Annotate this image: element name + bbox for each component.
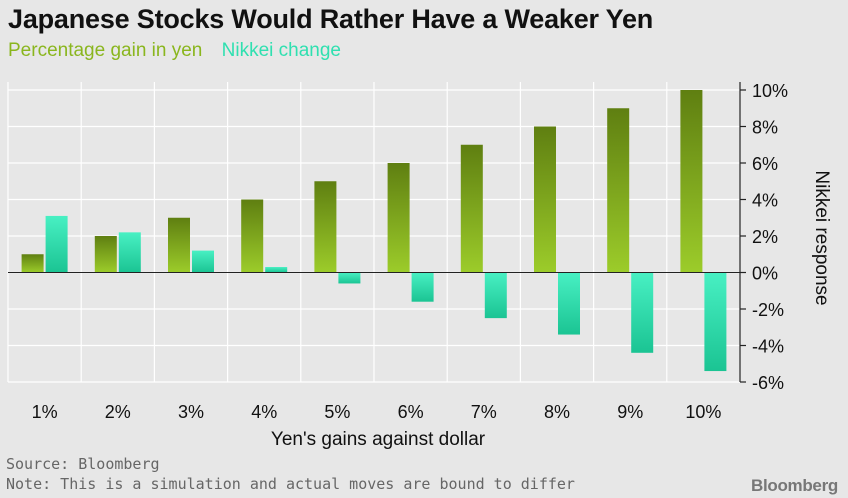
bar-nikkei-change [265,267,288,273]
bar-nikkei-change [45,215,68,273]
bar-nikkei-change [704,272,727,372]
bar-nikkei-change [192,250,214,273]
axes: 10% 8% 6% 4% 2% 0% -2% -4% -6% 1% 2% 3% 4% 5% 6% 7% 8% 9%… [8,81,788,422]
y-tick-label: 0% [752,264,778,284]
y-tick-label: 2% [752,227,778,247]
x-tick-label: 7% [471,402,497,422]
y-tick-label: 8% [752,118,778,138]
gridlines [7,82,741,383]
x-tick-label: 8% [544,402,570,422]
y-tick-label: -6% [752,373,784,393]
y-tick-label: -2% [752,300,784,320]
legend: Percentage gain in yen Nikkei change [8,40,355,62]
note-text: Note: This is a simulation and actual mo… [6,475,575,493]
x-tick-label: 3% [178,402,204,422]
bar-yen-gain [680,90,703,273]
bar-nikkei-change [338,272,361,284]
chart-title: Japanese Stocks Would Rather Have a Weak… [8,4,654,34]
source-text: Source: Bloomberg [6,455,160,473]
bars [21,90,727,372]
y-tick-label: 4% [752,191,778,211]
bar-yen-gain [534,126,556,273]
bar-yen-gain [241,199,264,273]
y-axis-label: Nikkei response [811,170,832,305]
x-tick-label: 4% [251,402,277,422]
x-tick-label: 5% [324,402,350,422]
footnotes: Source: Bloomberg Note: This is a simula… [6,454,575,494]
x-tick-label: 2% [105,402,131,422]
legend-series-2: Nikkei change [221,40,341,61]
x-axis-label: Yen's gains against dollar [271,429,486,450]
legend-series-1: Percentage gain in yen [8,40,203,61]
bar-nikkei-change [411,272,434,302]
bar-nikkei-change [118,232,141,273]
x-tick-label: 1% [32,402,58,422]
x-tick-label: 10% [685,402,721,422]
bar-nikkei-change [558,272,580,335]
x-tick-label: 6% [398,402,424,422]
bar-yen-gain [460,144,483,273]
y-tick-label: 10% [752,81,788,101]
y-tick-label: 6% [752,154,778,174]
bloomberg-logo: Bloomberg [750,476,838,495]
bar-yen-gain [168,217,190,273]
y-tick-label: -4% [752,337,784,357]
bar-yen-gain [21,254,44,273]
bar-yen-gain [314,181,337,273]
bar-nikkei-change [484,272,507,319]
bar-yen-gain [94,236,117,273]
bar-nikkei-change [631,272,654,353]
bar-yen-gain [387,163,410,273]
bar-yen-gain [607,108,630,273]
x-tick-label: 9% [617,402,643,422]
